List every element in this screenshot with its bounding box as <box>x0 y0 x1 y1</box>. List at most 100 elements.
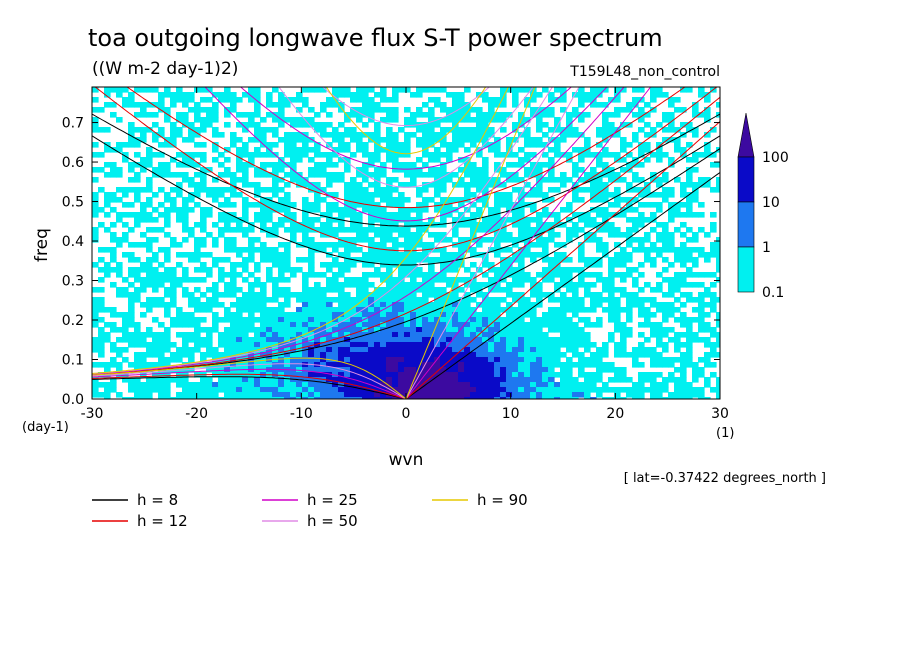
power-cell <box>122 152 129 158</box>
power-cell <box>554 297 561 303</box>
power-cell <box>110 197 117 203</box>
power-cell <box>344 187 351 193</box>
power-cell <box>650 172 657 178</box>
power-cell <box>584 152 591 158</box>
power-cell <box>542 112 549 118</box>
power-cell <box>320 127 327 133</box>
power-cell <box>692 132 699 138</box>
power-cell <box>92 97 99 103</box>
power-cell <box>320 327 327 333</box>
power-cell <box>110 207 117 213</box>
power-cell <box>254 97 261 103</box>
power-cell <box>188 347 195 353</box>
power-cell <box>170 292 177 298</box>
power-cell <box>458 322 465 328</box>
power-cell <box>644 322 651 328</box>
power-cell <box>104 337 111 343</box>
power-cell <box>164 302 171 308</box>
power-cell <box>428 157 435 163</box>
power-cell <box>668 292 675 298</box>
power-cell <box>374 267 381 273</box>
power-cell <box>614 177 621 183</box>
power-cell <box>170 377 177 383</box>
power-cell <box>404 382 411 388</box>
power-cell <box>146 227 153 233</box>
power-cell <box>524 377 531 383</box>
power-cell <box>536 332 543 338</box>
power-cell <box>320 322 327 328</box>
power-cell <box>446 342 453 348</box>
power-cell <box>422 207 429 213</box>
power-cell <box>320 87 327 93</box>
power-cell <box>692 367 699 373</box>
power-cell <box>662 177 669 183</box>
power-cell <box>614 287 621 293</box>
power-cell <box>422 162 429 168</box>
power-cell <box>188 157 195 163</box>
power-cell <box>224 307 231 313</box>
power-cell <box>716 387 720 393</box>
power-cell <box>230 242 237 248</box>
power-cell <box>590 297 597 303</box>
power-cell <box>566 337 573 343</box>
power-cell <box>470 202 477 208</box>
power-cell <box>674 247 681 253</box>
power-cell <box>266 397 273 399</box>
power-cell <box>362 272 369 278</box>
power-cell <box>314 247 321 253</box>
power-cell <box>218 132 225 138</box>
power-cell <box>428 312 435 318</box>
power-cell <box>440 177 447 183</box>
power-cell <box>194 397 201 399</box>
power-cell <box>404 242 411 248</box>
power-cell <box>122 237 129 243</box>
power-cell <box>134 362 141 368</box>
power-cell <box>392 202 399 208</box>
power-cell <box>524 382 531 388</box>
power-cell <box>434 192 441 198</box>
power-cell <box>608 277 615 283</box>
power-cell <box>302 257 309 263</box>
power-cell <box>704 117 711 123</box>
power-cell <box>458 372 465 378</box>
power-cell <box>464 392 471 398</box>
power-cell <box>428 372 435 378</box>
power-cell <box>476 242 483 248</box>
power-cell <box>344 277 351 283</box>
power-cell <box>380 97 387 103</box>
power-cell <box>452 122 459 128</box>
power-cell <box>392 147 399 153</box>
power-cell <box>212 117 219 123</box>
power-cell <box>218 292 225 298</box>
power-cell <box>140 232 147 238</box>
curve-rossby <box>92 357 407 399</box>
power-cell <box>356 147 363 153</box>
power-cell <box>278 392 285 398</box>
power-cell <box>560 337 567 343</box>
power-cell <box>356 212 363 218</box>
power-cell <box>128 132 135 138</box>
power-cell <box>584 292 591 298</box>
power-cell <box>548 167 555 173</box>
power-cell <box>182 207 189 213</box>
power-cell <box>212 257 219 263</box>
power-cell <box>350 137 357 143</box>
power-cell <box>386 117 393 123</box>
power-cell <box>572 377 579 383</box>
power-cell <box>560 97 567 103</box>
power-cell <box>596 192 603 198</box>
power-cell <box>506 217 513 223</box>
power-cell <box>668 357 675 363</box>
power-cell <box>686 397 693 399</box>
power-cell <box>272 332 279 338</box>
power-cell <box>488 97 495 103</box>
power-cell <box>302 237 309 243</box>
power-cell <box>380 147 387 153</box>
power-cell <box>224 202 231 208</box>
power-cell <box>368 262 375 268</box>
power-cell <box>554 242 561 248</box>
power-cell <box>536 122 543 128</box>
power-cell <box>464 302 471 308</box>
power-cell <box>590 217 597 223</box>
power-cell <box>416 332 423 338</box>
